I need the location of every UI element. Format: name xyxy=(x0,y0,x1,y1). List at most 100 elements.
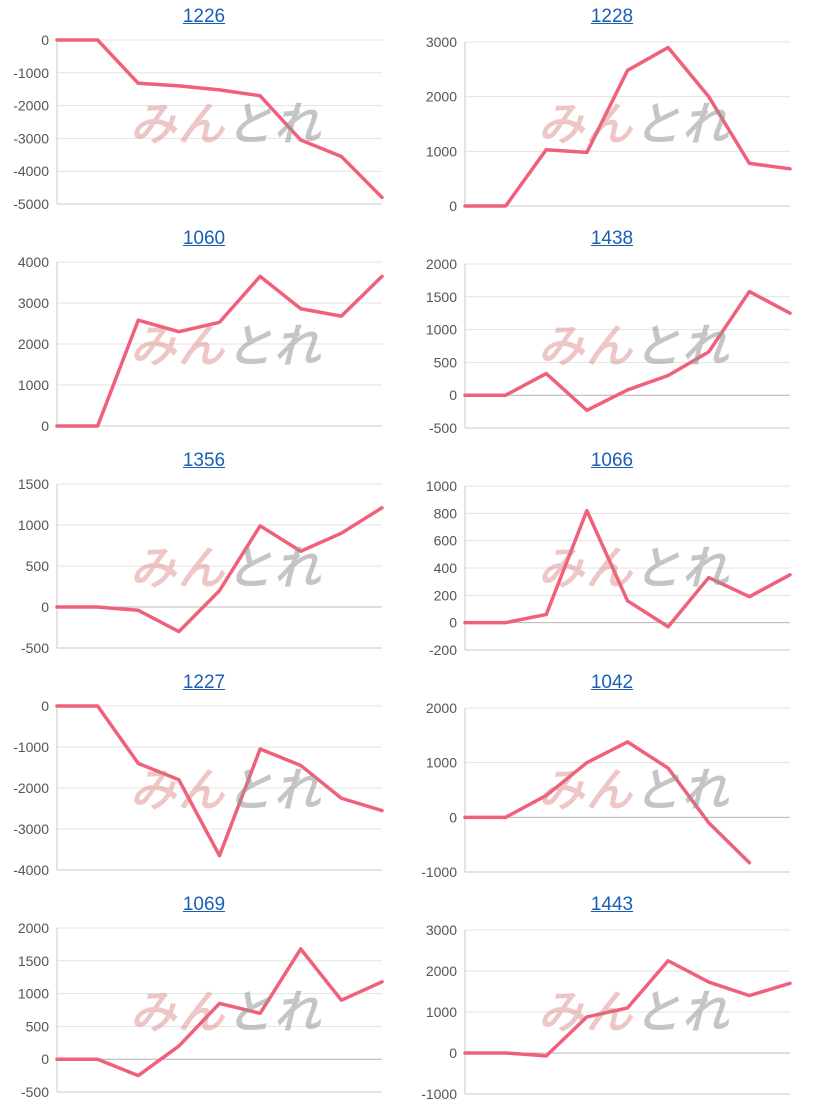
y-tick-label: -1000 xyxy=(13,65,49,81)
chart-title: 1227 xyxy=(0,672,408,694)
series-line xyxy=(55,38,384,200)
y-tick-label: 600 xyxy=(434,533,458,549)
y-tick-label: 2000 xyxy=(18,920,49,936)
y-tick-label: -2000 xyxy=(13,98,49,114)
line-chart: 2000 1500 1000 500 0 -500 xyxy=(426,256,792,436)
chart-title: 1443 xyxy=(408,894,816,916)
series-line xyxy=(55,704,384,858)
chart-panel: 0 -1000 -2000 -3000 -4000 -5000 みんとれ 1226 xyxy=(0,0,408,222)
chart-title-link[interactable]: 1060 xyxy=(182,228,226,249)
y-tick-label: 2000 xyxy=(426,700,457,716)
chart-title-link[interactable]: 1443 xyxy=(590,894,634,915)
y-tick-label: 0 xyxy=(41,698,49,714)
chart-title-link[interactable]: 1226 xyxy=(182,6,226,27)
series-line xyxy=(463,45,792,208)
chart-title: 1438 xyxy=(408,228,816,250)
y-tick-label: 1500 xyxy=(18,476,49,492)
line-chart: 0 -1000 -2000 -3000 -4000 -5000 xyxy=(13,32,384,212)
series-line xyxy=(463,289,792,413)
y-tick-label: 800 xyxy=(434,505,458,521)
chart-title: 1066 xyxy=(408,450,816,472)
line-chart: 3000 2000 1000 0 xyxy=(426,34,792,214)
y-tick-label: 200 xyxy=(434,587,458,603)
y-tick-label: 1000 xyxy=(426,143,457,159)
line-chart: 1000 800 600 400 200 0 -200 xyxy=(426,478,792,658)
series-line xyxy=(463,740,752,865)
chart-panel: 2000 1500 1000 500 0 -500 みんとれ 1438 xyxy=(408,222,816,444)
chart-title-link[interactable]: 1228 xyxy=(590,6,634,27)
chart-title-link[interactable]: 1069 xyxy=(182,894,226,915)
y-tick-label: 0 xyxy=(449,387,457,403)
chart-title: 1228 xyxy=(408,6,816,28)
y-tick-label: 2000 xyxy=(426,963,457,979)
y-tick-label: 0 xyxy=(449,198,457,214)
y-tick-label: 400 xyxy=(434,560,458,576)
y-tick-label: 0 xyxy=(41,32,49,48)
series-line xyxy=(463,508,792,629)
y-tick-label: 4000 xyxy=(18,254,49,270)
line-chart: 2000 1500 1000 500 0 -500 xyxy=(18,920,384,1100)
y-tick-label: -1000 xyxy=(421,864,457,880)
chart-panel: 2000 1000 0 -1000 みんとれ 1042 xyxy=(408,666,816,888)
y-tick-label: -2000 xyxy=(13,780,49,796)
line-chart: 1500 1000 500 0 -500 xyxy=(18,476,384,656)
y-tick-label: 0 xyxy=(41,418,49,434)
line-chart: 3000 2000 1000 0 -1000 xyxy=(421,922,792,1102)
y-tick-label: 500 xyxy=(434,354,458,370)
chart-title: 1069 xyxy=(0,894,408,916)
y-tick-label: 2000 xyxy=(426,256,457,272)
y-tick-label: 3000 xyxy=(426,922,457,938)
chart-title: 1042 xyxy=(408,672,816,694)
y-tick-label: 2000 xyxy=(426,89,457,105)
y-tick-label: -500 xyxy=(429,420,457,436)
y-tick-label: -5000 xyxy=(13,196,49,212)
y-tick-label: 2000 xyxy=(18,336,49,352)
y-tick-label: 0 xyxy=(41,599,49,615)
chart-panel: 0 -1000 -2000 -3000 -4000 みんとれ 1227 xyxy=(0,666,408,888)
y-tick-label: 1000 xyxy=(426,478,457,494)
chart-panel: 3000 2000 1000 0 みんとれ 1228 xyxy=(408,0,816,222)
y-tick-label: 3000 xyxy=(18,295,49,311)
chart-panel: 4000 3000 2000 1000 0 みんとれ 1060 xyxy=(0,222,408,444)
y-tick-label: -500 xyxy=(21,1084,49,1100)
chart-title-link[interactable]: 1066 xyxy=(590,450,634,471)
chart-panel: 2000 1500 1000 500 0 -500 みんとれ 1069 xyxy=(0,888,408,1110)
chart-title-link[interactable]: 1227 xyxy=(182,672,226,693)
y-tick-label: -4000 xyxy=(13,163,49,179)
series-line xyxy=(463,959,792,1058)
line-chart: 0 -1000 -2000 -3000 -4000 xyxy=(13,698,384,878)
series-line xyxy=(55,947,384,1078)
y-tick-label: 1000 xyxy=(426,322,457,338)
y-tick-label: 0 xyxy=(449,615,457,631)
y-tick-label: -500 xyxy=(21,640,49,656)
y-tick-label: -3000 xyxy=(13,130,49,146)
chart-title-link[interactable]: 1356 xyxy=(182,450,226,471)
chart-panel: 1000 800 600 400 200 0 -200 みんとれ 1066 xyxy=(408,444,816,666)
y-tick-label: 1000 xyxy=(426,755,457,771)
y-tick-label: 0 xyxy=(41,1051,49,1067)
line-chart: 4000 3000 2000 1000 0 xyxy=(18,254,384,434)
series-line xyxy=(55,274,384,428)
chart-title-link[interactable]: 1042 xyxy=(590,672,634,693)
line-chart: 2000 1000 0 -1000 xyxy=(421,700,790,880)
chart-title: 1060 xyxy=(0,228,408,250)
chart-title: 1356 xyxy=(0,450,408,472)
series-line xyxy=(55,506,384,634)
y-tick-label: 1000 xyxy=(18,517,49,533)
y-tick-label: -1000 xyxy=(13,739,49,755)
y-tick-label: -200 xyxy=(429,642,457,658)
y-tick-label: 1500 xyxy=(426,289,457,305)
y-tick-label: -1000 xyxy=(421,1086,457,1102)
chart-title-link[interactable]: 1438 xyxy=(590,228,634,249)
y-tick-label: 1500 xyxy=(18,953,49,969)
y-tick-label: 500 xyxy=(26,1018,50,1034)
y-tick-label: -3000 xyxy=(13,821,49,837)
y-tick-label: 3000 xyxy=(426,34,457,50)
y-tick-label: 1000 xyxy=(18,377,49,393)
y-tick-label: 1000 xyxy=(426,1004,457,1020)
chart-panel: 1500 1000 500 0 -500 みんとれ 1356 xyxy=(0,444,408,666)
chart-panel: 3000 2000 1000 0 -1000 みんとれ 1443 xyxy=(408,888,816,1110)
y-tick-label: 1000 xyxy=(18,986,49,1002)
y-tick-label: 0 xyxy=(449,1045,457,1061)
